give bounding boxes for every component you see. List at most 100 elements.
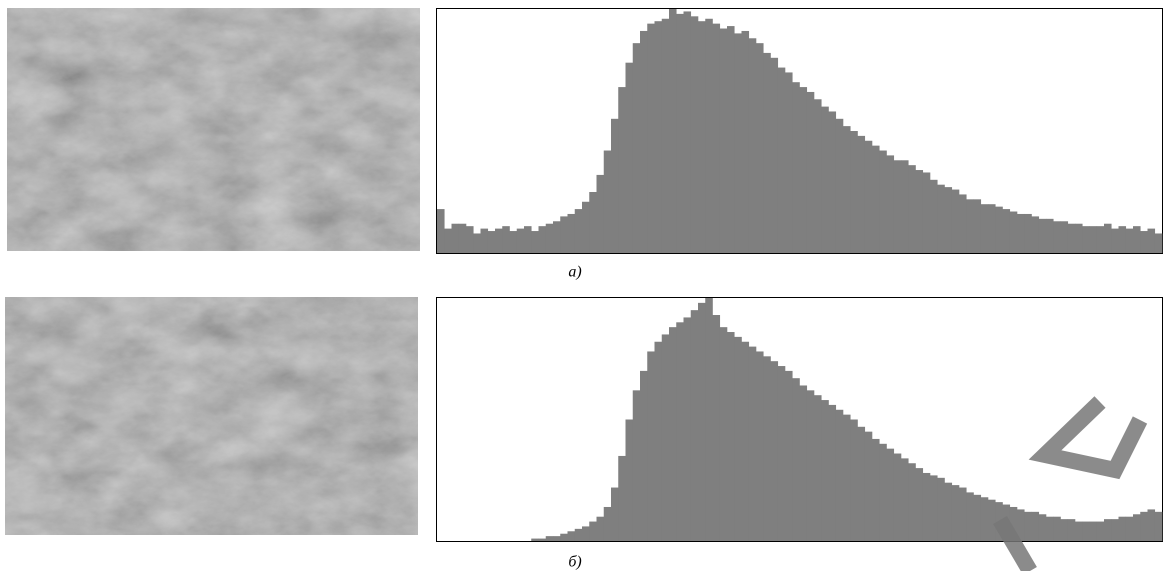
bar xyxy=(828,404,837,541)
bar xyxy=(879,443,887,541)
bar xyxy=(698,21,706,254)
bar xyxy=(458,223,467,253)
bar xyxy=(603,506,612,541)
bar xyxy=(959,487,967,541)
bar xyxy=(1096,226,1105,253)
bar xyxy=(574,528,583,541)
bar xyxy=(676,322,684,541)
bar xyxy=(1154,233,1163,253)
bar xyxy=(922,172,931,253)
bar xyxy=(647,351,655,541)
bar xyxy=(538,538,547,541)
bar xyxy=(1046,516,1054,541)
bar xyxy=(763,356,771,541)
bar xyxy=(611,487,619,541)
micrograph xyxy=(7,8,420,251)
bar xyxy=(712,23,721,253)
bar xyxy=(705,18,713,254)
bar xyxy=(1067,519,1076,541)
bar xyxy=(495,228,503,253)
bar xyxy=(1053,516,1061,541)
bar xyxy=(756,351,764,541)
bar xyxy=(966,492,974,541)
bar xyxy=(1089,521,1098,541)
bar xyxy=(806,390,815,541)
bar xyxy=(864,140,873,253)
bar xyxy=(1017,213,1025,253)
bar xyxy=(661,334,670,541)
bar xyxy=(1031,216,1040,253)
bar xyxy=(712,315,721,541)
bar xyxy=(1096,521,1105,541)
bar xyxy=(625,419,634,541)
bar xyxy=(690,310,699,541)
bar xyxy=(857,426,866,541)
bar xyxy=(1111,519,1119,541)
bar xyxy=(930,475,938,541)
bar xyxy=(988,204,996,253)
bar xyxy=(959,194,967,253)
bar xyxy=(857,135,866,253)
bar xyxy=(647,23,655,253)
bar xyxy=(1060,519,1069,541)
bar xyxy=(451,223,460,253)
bar xyxy=(509,231,518,253)
bar xyxy=(748,346,757,541)
bar xyxy=(1082,521,1090,541)
bar xyxy=(705,298,713,541)
bar xyxy=(1009,506,1018,541)
bar xyxy=(654,341,663,541)
bar xyxy=(814,395,822,541)
bar xyxy=(770,361,779,541)
bar xyxy=(1125,228,1134,253)
bar xyxy=(1089,226,1098,253)
bar xyxy=(676,13,684,253)
bar xyxy=(937,477,945,541)
bar xyxy=(806,91,815,254)
watermark xyxy=(993,396,1148,571)
bar xyxy=(1075,521,1083,541)
bar xyxy=(589,192,597,253)
bar xyxy=(1046,218,1054,253)
bar xyxy=(553,221,561,253)
bar xyxy=(792,378,800,541)
bar xyxy=(560,533,568,541)
bar xyxy=(1038,218,1047,253)
bar xyxy=(1038,514,1047,541)
bar xyxy=(698,302,706,541)
bar xyxy=(937,184,945,253)
bar xyxy=(531,538,539,541)
bar xyxy=(502,226,510,253)
bar xyxy=(988,499,996,541)
bar xyxy=(908,463,916,541)
bar xyxy=(487,231,496,253)
bar xyxy=(879,150,887,253)
bar xyxy=(596,516,605,541)
bar xyxy=(618,455,626,541)
bar xyxy=(872,145,880,253)
bar xyxy=(1104,223,1112,253)
bar xyxy=(951,485,960,541)
bar xyxy=(1125,516,1134,541)
bar xyxy=(893,453,902,541)
bar xyxy=(872,438,880,541)
bar xyxy=(719,327,728,541)
bar xyxy=(661,18,670,254)
bar xyxy=(582,201,590,253)
bar xyxy=(756,43,764,253)
bar xyxy=(1002,209,1011,253)
bar xyxy=(814,99,822,253)
bar xyxy=(589,521,597,541)
bar xyxy=(632,390,641,541)
bar xyxy=(582,526,590,541)
bar xyxy=(603,150,612,253)
bar xyxy=(1118,226,1127,253)
bar xyxy=(980,204,989,253)
bar xyxy=(727,332,735,541)
bar xyxy=(1104,519,1112,541)
bar xyxy=(473,233,481,253)
bar xyxy=(567,213,576,253)
bar xyxy=(545,536,554,541)
bar xyxy=(850,131,858,253)
bar xyxy=(777,366,786,541)
